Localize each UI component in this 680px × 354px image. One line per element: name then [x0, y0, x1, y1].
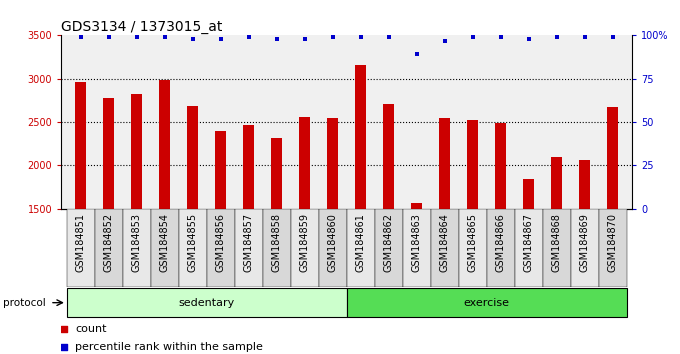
Text: GSM184866: GSM184866 [496, 213, 506, 272]
Bar [607, 107, 618, 339]
Text: GSM184867: GSM184867 [524, 213, 534, 272]
Text: GSM184861: GSM184861 [356, 213, 366, 272]
Text: GSM184864: GSM184864 [440, 213, 449, 272]
Bar [439, 118, 450, 339]
Text: GSM184857: GSM184857 [244, 213, 254, 272]
Bar [543, 209, 571, 287]
Point [367, 269, 378, 275]
Bar [271, 138, 282, 339]
Bar [319, 209, 347, 287]
Text: GSM184856: GSM184856 [216, 213, 226, 272]
Point [216, 36, 226, 42]
Bar [599, 209, 627, 287]
Bar [159, 80, 171, 339]
Point [131, 34, 142, 40]
Bar [131, 93, 142, 339]
Bar [487, 209, 515, 287]
Bar [347, 209, 375, 287]
Bar [151, 209, 179, 287]
Bar [571, 209, 599, 287]
Bar [523, 179, 534, 339]
Point [103, 34, 114, 40]
Text: percentile rank within the sample: percentile rank within the sample [75, 342, 263, 352]
Point [159, 34, 170, 40]
Bar [67, 209, 95, 287]
Text: GSM184860: GSM184860 [328, 213, 338, 272]
Bar [347, 288, 627, 317]
Point [524, 36, 534, 42]
Text: GSM184865: GSM184865 [468, 213, 478, 272]
Text: GSM184862: GSM184862 [384, 213, 394, 272]
Text: GSM184852: GSM184852 [104, 213, 114, 272]
Point [439, 38, 450, 44]
Point [188, 36, 199, 42]
Bar [384, 104, 394, 339]
Bar [459, 209, 487, 287]
Point [495, 34, 506, 40]
Bar [495, 123, 507, 339]
Text: exercise: exercise [464, 298, 510, 308]
Bar [95, 209, 123, 287]
Text: GSM184869: GSM184869 [580, 213, 590, 272]
Text: GSM184859: GSM184859 [300, 213, 310, 272]
Bar [243, 125, 254, 339]
Bar [299, 117, 310, 339]
Text: count: count [75, 324, 107, 334]
Bar [467, 120, 479, 339]
Text: GSM184868: GSM184868 [551, 213, 562, 272]
Point [299, 36, 310, 42]
Text: GSM184870: GSM184870 [608, 213, 618, 272]
Text: GDS3134 / 1373015_at: GDS3134 / 1373015_at [61, 21, 222, 34]
Text: GSM184863: GSM184863 [412, 213, 422, 272]
Point [271, 36, 282, 42]
Bar [187, 105, 199, 339]
Text: sedentary: sedentary [179, 298, 235, 308]
Point [356, 34, 367, 40]
Bar [215, 131, 226, 339]
Text: GSM184853: GSM184853 [132, 213, 142, 272]
Point [551, 34, 562, 40]
Point [607, 34, 618, 40]
Text: GSM184858: GSM184858 [272, 213, 282, 272]
Text: protocol: protocol [3, 298, 46, 308]
Text: GSM184854: GSM184854 [160, 213, 170, 272]
Bar [123, 209, 151, 287]
Bar [515, 209, 543, 287]
Bar [375, 209, 403, 287]
Bar [411, 203, 422, 339]
Bar [67, 288, 347, 317]
Bar [207, 209, 235, 287]
Text: GSM184855: GSM184855 [188, 213, 198, 272]
Bar [103, 98, 114, 339]
Point [579, 34, 590, 40]
Point [367, 108, 378, 114]
Point [467, 34, 478, 40]
Point [411, 52, 422, 57]
Bar [262, 209, 291, 287]
Point [327, 34, 338, 40]
Bar [179, 209, 207, 287]
Bar [551, 157, 562, 339]
Text: GSM184851: GSM184851 [75, 213, 86, 272]
Bar [75, 82, 86, 339]
Point [384, 34, 394, 40]
Bar [355, 65, 367, 339]
Point [75, 34, 86, 40]
Bar [403, 209, 431, 287]
Bar [579, 160, 590, 339]
Bar [431, 209, 459, 287]
Bar [235, 209, 262, 287]
Point [243, 34, 254, 40]
Bar [291, 209, 319, 287]
Bar [327, 118, 339, 339]
